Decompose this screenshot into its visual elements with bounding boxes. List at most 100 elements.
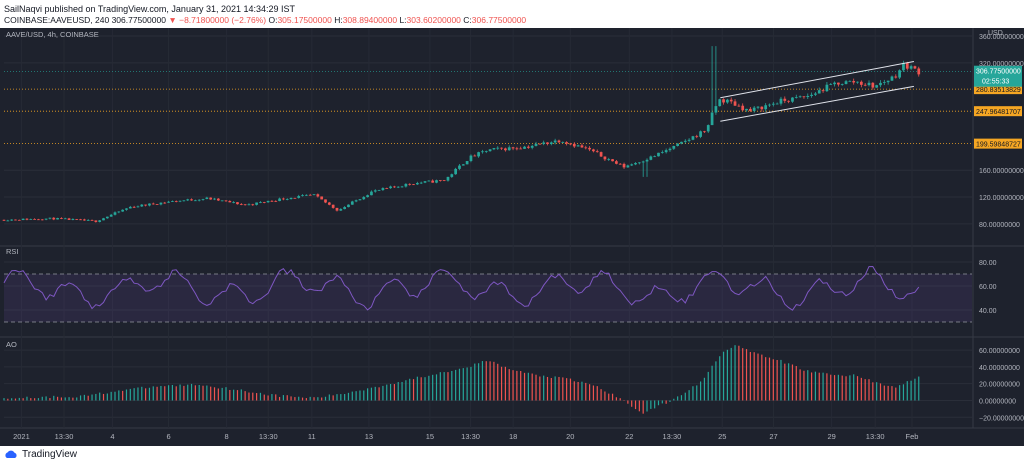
candle-body (370, 191, 373, 196)
candle-body (404, 183, 408, 187)
candle-body (197, 199, 201, 201)
candle-body (890, 76, 894, 81)
candle-body (438, 180, 442, 181)
candle-body (251, 204, 255, 206)
candle-body (293, 197, 297, 199)
candle-body (90, 219, 94, 221)
candle-body (347, 204, 350, 208)
candle-body (917, 68, 921, 75)
candle-body (109, 214, 113, 217)
candle-body (771, 103, 775, 105)
currency-label: USD (988, 30, 1003, 37)
candle-body (377, 189, 381, 191)
candle-body (301, 195, 304, 197)
candle-body (867, 82, 871, 86)
candle-body (423, 181, 427, 183)
candle-body (488, 149, 492, 152)
close-label: C: (463, 15, 472, 25)
candle-body (523, 146, 526, 149)
last-price-text: 306.77500000 (111, 15, 166, 25)
candle-body (94, 220, 98, 222)
rsi-band-fill (4, 274, 972, 322)
candle-body (664, 150, 668, 153)
candle-body (882, 82, 886, 83)
candle-body (412, 184, 415, 186)
candle-body (83, 219, 86, 221)
candle-body (791, 97, 794, 102)
candle-body (649, 156, 653, 160)
time-tick-label: Feb (906, 432, 919, 441)
candle-body (278, 198, 281, 202)
chart-area[interactable]: 280.83513829 247.96481707 199.59848727 306.… (0, 28, 1024, 446)
time-tick-label: 13:30 (663, 432, 682, 441)
candle-body (584, 147, 588, 149)
candle-body (2, 219, 6, 221)
candle-body (236, 202, 239, 205)
candle-body (507, 147, 511, 151)
candle-body (871, 82, 875, 88)
candle-body (400, 186, 404, 188)
candle-body (259, 202, 262, 203)
price-tick-label: 160.00000000 (979, 168, 1024, 175)
chart-svg[interactable]: 280.83513829 247.96481707 199.59848727 306.… (0, 28, 1024, 446)
candle-body (216, 198, 220, 201)
candle-body (859, 81, 863, 85)
time-tick-label: 27 (769, 432, 777, 441)
candle-body (909, 66, 913, 69)
time-tick-label: 20 (566, 432, 574, 441)
candle-body (305, 194, 308, 196)
candle-body (534, 143, 538, 146)
level-label: 280.83513829 (976, 87, 1021, 94)
candle-body (282, 198, 285, 200)
candle-body (542, 142, 546, 144)
candle-body (48, 217, 52, 219)
candle-body (205, 197, 209, 199)
candle-body (132, 206, 136, 208)
candle-body (442, 180, 446, 182)
time-tick-label: 13:30 (461, 432, 480, 441)
candle-body (775, 103, 779, 105)
last-price-label: 306.77500000 (976, 69, 1021, 76)
candle-body (657, 152, 660, 157)
candle-body (615, 161, 618, 164)
candle-body (863, 84, 867, 86)
quote-line: COINBASE:AAVEUSD, 240 306.77500000 ▼ −8.… (4, 15, 526, 25)
candle-body (171, 201, 174, 202)
candle-body (557, 140, 561, 143)
candle-body (25, 218, 29, 220)
candle-body (722, 99, 725, 103)
candle-body (806, 95, 810, 97)
candle-body (592, 149, 595, 152)
candle-body (660, 152, 664, 153)
candle-body (354, 200, 358, 202)
candle-body (710, 112, 714, 126)
time-tick-label: 22 (625, 432, 633, 441)
candle-body (886, 80, 890, 83)
candles-layer[interactable] (2, 46, 921, 223)
candle-body (672, 145, 676, 149)
rsi-tick-label: 60.00 (979, 284, 997, 291)
candle-body (603, 156, 607, 160)
last-price-tag (974, 65, 1022, 87)
time-tick-label: 13:30 (866, 432, 885, 441)
low-label: L: (399, 15, 407, 25)
price-tick-label: 320.00000000 (979, 61, 1024, 68)
time-tick-label: 13:30 (55, 432, 74, 441)
candle-body (519, 148, 523, 150)
candle-body (17, 219, 21, 221)
candle-body (224, 200, 228, 202)
candle-body (151, 203, 155, 205)
header-bar: SailNaqvi published on TradingView.com, … (0, 0, 1024, 28)
candle-body (530, 145, 534, 148)
candle-body (75, 218, 79, 220)
candle-body (194, 200, 197, 202)
candle-body (496, 147, 500, 149)
candle-body (637, 162, 641, 164)
close-value: 306.77500000 (471, 15, 527, 25)
tradingview-logo[interactable]: TradingView (4, 449, 77, 460)
candle-body (829, 84, 833, 85)
candle-body (40, 219, 44, 221)
axis-layer: 360.00000000 320.00000000 160.00000000 120.… (13, 34, 1024, 441)
time-tick-label: 2021 (13, 432, 30, 441)
candle-body (894, 76, 898, 78)
